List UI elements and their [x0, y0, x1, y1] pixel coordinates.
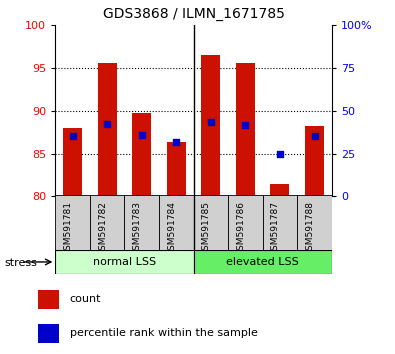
- Bar: [201, 55, 220, 196]
- Text: GSM591784: GSM591784: [167, 201, 176, 256]
- Bar: [63, 128, 82, 196]
- Bar: [132, 113, 151, 196]
- Text: GSM591783: GSM591783: [133, 201, 142, 256]
- Bar: [194, 195, 228, 250]
- Bar: [236, 63, 255, 196]
- Text: GSM591788: GSM591788: [305, 201, 314, 256]
- Point: [173, 139, 179, 144]
- Text: stress: stress: [4, 258, 37, 268]
- Bar: [228, 195, 263, 250]
- Point: [242, 122, 248, 128]
- Text: GSM591787: GSM591787: [271, 201, 280, 256]
- Bar: [194, 250, 332, 274]
- Bar: [305, 126, 324, 196]
- Point: [311, 133, 318, 139]
- Bar: [263, 195, 297, 250]
- Bar: [167, 142, 186, 196]
- Text: normal LSS: normal LSS: [93, 257, 156, 267]
- Bar: [90, 195, 124, 250]
- Point: [139, 132, 145, 137]
- Text: percentile rank within the sample: percentile rank within the sample: [70, 329, 258, 338]
- Title: GDS3868 / ILMN_1671785: GDS3868 / ILMN_1671785: [103, 7, 284, 21]
- Bar: [38, 290, 59, 309]
- Point: [277, 151, 283, 156]
- Bar: [297, 195, 332, 250]
- Bar: [159, 195, 194, 250]
- Text: count: count: [70, 295, 101, 304]
- Text: elevated LSS: elevated LSS: [226, 257, 299, 267]
- Bar: [124, 195, 159, 250]
- Bar: [38, 324, 59, 343]
- Text: GSM591786: GSM591786: [236, 201, 245, 256]
- Point: [208, 119, 214, 125]
- Bar: [98, 63, 117, 196]
- Bar: [55, 195, 90, 250]
- Text: GSM591785: GSM591785: [202, 201, 211, 256]
- Point: [70, 133, 76, 139]
- Text: GSM591782: GSM591782: [98, 201, 107, 256]
- Text: GSM591781: GSM591781: [64, 201, 73, 256]
- Bar: [271, 184, 290, 196]
- Bar: [55, 250, 194, 274]
- Point: [104, 121, 110, 126]
